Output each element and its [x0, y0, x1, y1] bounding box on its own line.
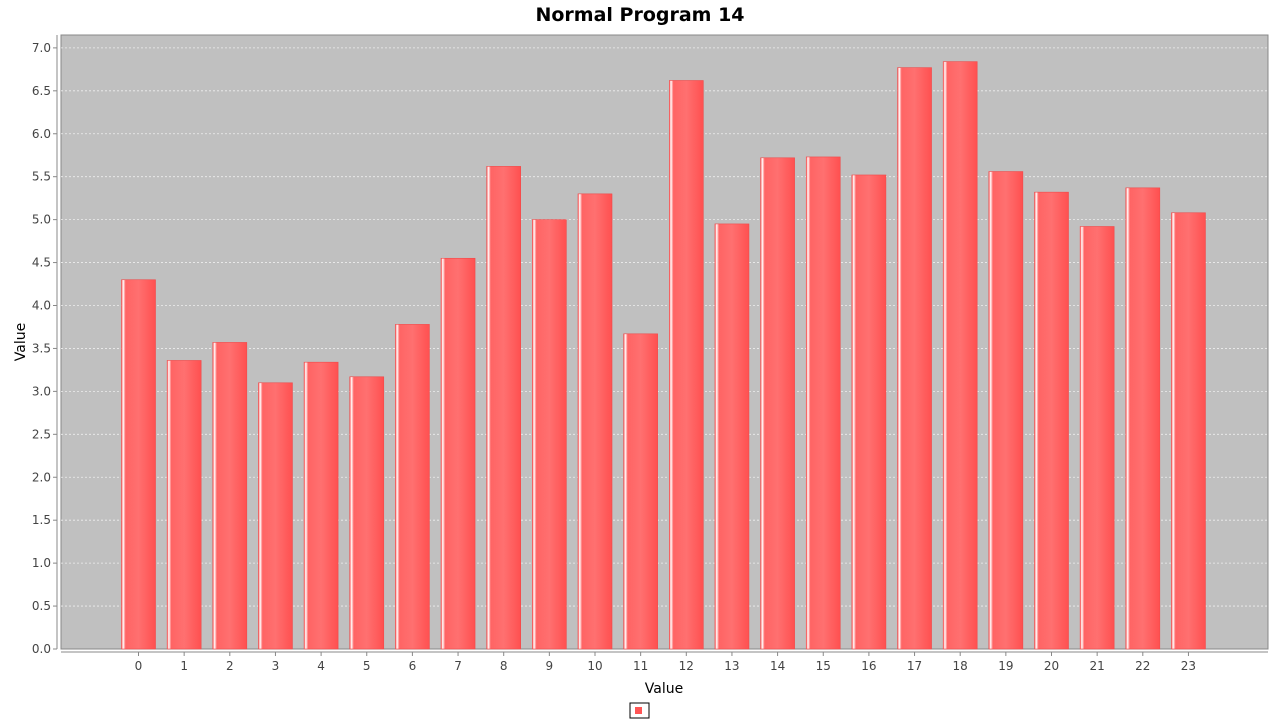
y-axis: 0.0 0.5 1.0 1.5 2.0 2.5 3.0 3.5 4.0 4.5 5.0 5.5 6.0 6… [32, 35, 58, 656]
x-tick-label: 7 [454, 659, 462, 673]
x-tick-label: 23 [1181, 659, 1196, 673]
y-axis-label: Value [13, 323, 29, 361]
x-tick-label: 15 [816, 659, 831, 673]
y-tick-label: 2.0 [32, 470, 51, 484]
y-tick-label: 3.0 [32, 384, 51, 398]
x-tick-label: 5 [363, 659, 371, 673]
bar [1079, 226, 1115, 650]
y-tick-label: 4.0 [32, 299, 51, 313]
x-tick-label: 14 [770, 659, 785, 673]
y-tick-label: 5.5 [32, 170, 51, 184]
bars [121, 61, 1206, 650]
bar [166, 360, 202, 650]
bar [668, 80, 704, 650]
y-tick-label: 0.5 [32, 599, 51, 613]
bar [258, 382, 293, 650]
x-tick-label: 4 [317, 659, 325, 673]
x-tick-label: 1 [180, 659, 188, 673]
x-tick-label: 0 [135, 659, 143, 673]
bar [714, 223, 750, 650]
bar [623, 333, 658, 650]
y-tick-label: 4.5 [32, 256, 51, 270]
x-tick-label: 21 [1090, 659, 1105, 673]
bar [1171, 212, 1206, 650]
x-axis-label: Value [645, 681, 683, 697]
x-axis: 0 1 2 3 4 5 6 7 8 9 10 11 12 13 14 15 16 17 18 19 20 21 22 23 [61, 651, 1268, 673]
legend-swatch [635, 707, 642, 714]
y-tick-label: 5.0 [32, 213, 51, 227]
bar [212, 342, 248, 650]
bar [988, 171, 1024, 650]
bar [440, 257, 476, 650]
x-tick-label: 17 [907, 659, 922, 673]
x-tick-label: 19 [998, 659, 1013, 673]
y-tick-label: 7.0 [32, 41, 51, 55]
bar [349, 376, 385, 650]
x-tick-label: 2 [226, 659, 234, 673]
y-tick-label: 6.5 [32, 84, 51, 98]
y-tick-label: 1.5 [32, 513, 51, 527]
bar [897, 67, 932, 650]
x-tick-label: 12 [679, 659, 694, 673]
bar [532, 219, 567, 650]
chart-title: Normal Program 14 [535, 4, 744, 26]
bar [577, 193, 613, 650]
bar [805, 156, 841, 650]
bar [760, 157, 795, 650]
bar [121, 279, 156, 650]
bar [851, 174, 887, 650]
x-tick-label: 20 [1044, 659, 1059, 673]
x-tick-label: 16 [861, 659, 876, 673]
y-tick-label: 1.0 [32, 556, 51, 570]
x-tick-label: 18 [953, 659, 968, 673]
x-tick-label: 9 [546, 659, 554, 673]
y-tick-label: 0.0 [32, 642, 51, 656]
bar [1034, 191, 1069, 650]
y-tick-label: 2.5 [32, 427, 51, 441]
x-tick-label: 11 [633, 659, 648, 673]
x-tick-label: 3 [272, 659, 280, 673]
y-tick-label: 6.0 [32, 127, 51, 141]
x-tick-label: 8 [500, 659, 508, 673]
y-tick-label: 3.5 [32, 341, 51, 355]
bar [303, 361, 339, 650]
bar [486, 166, 522, 650]
x-tick-label: 10 [587, 659, 602, 673]
bar [395, 324, 430, 650]
x-tick-label: 6 [409, 659, 417, 673]
x-tick-label: 22 [1135, 659, 1150, 673]
legend [629, 702, 650, 719]
x-tick-label: 13 [724, 659, 739, 673]
bar [1125, 187, 1161, 650]
bar [942, 61, 978, 650]
